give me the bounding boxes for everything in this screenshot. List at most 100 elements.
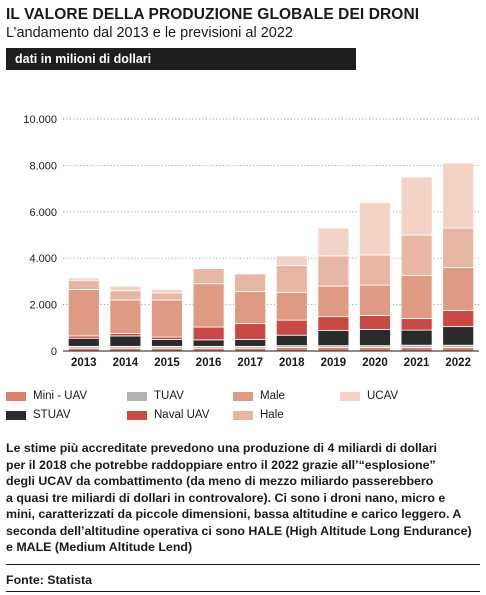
legend-swatch xyxy=(127,410,147,420)
bar-segment xyxy=(317,347,350,352)
x-tick-label: 2015 xyxy=(154,357,180,369)
bar-segment xyxy=(442,309,475,328)
x-tick-label: 2020 xyxy=(362,357,388,369)
description-line: seconda dell’altitudine operativa ci son… xyxy=(6,523,472,538)
y-tick-label: 0 xyxy=(51,346,57,358)
bar-segment xyxy=(442,227,475,268)
bar-segment xyxy=(151,289,183,294)
bar-segment xyxy=(109,299,142,335)
unit-label-bar: dati in milioni di dollari xyxy=(6,48,356,70)
source-note: Fonte: Statista xyxy=(6,573,93,587)
bar-segment xyxy=(359,284,391,316)
bar-segment xyxy=(67,279,100,290)
x-tick-label: 2019 xyxy=(321,357,347,369)
description-line: e MALE (Medium Altitude Lend) xyxy=(6,540,193,554)
legend-label: TUAV xyxy=(154,390,184,402)
bar-segment xyxy=(234,273,267,292)
bar-segment xyxy=(67,337,100,347)
bar-segment xyxy=(275,265,308,293)
legend-swatch xyxy=(6,391,26,401)
bar-segment xyxy=(400,318,433,331)
x-tick-label: 2013 xyxy=(71,357,97,369)
legend-label: UCAV xyxy=(367,390,399,402)
legend-swatch xyxy=(233,391,253,401)
y-tick-label: 10.000 xyxy=(23,114,57,126)
bar-segment xyxy=(67,289,100,337)
x-tick-label: 2016 xyxy=(196,357,222,369)
legend-item-mini-uav: Mini - UAV xyxy=(6,390,87,402)
legend-swatch xyxy=(340,391,360,401)
x-tick-label: 2014 xyxy=(113,357,139,369)
legend-item-hale: Hale xyxy=(233,409,284,421)
chart-subtitle: L’andamento dal 2013 e le previsioni al … xyxy=(6,25,293,41)
bar-segment xyxy=(67,277,100,281)
bar-segment xyxy=(192,283,225,328)
bar-segment xyxy=(359,329,391,347)
legend-label: STUAV xyxy=(33,409,71,421)
description-line: Le stime più accreditate prevedono una p… xyxy=(6,441,437,455)
description-text: Le stime più accreditate prevedono una p… xyxy=(6,440,480,556)
y-tick-label: 6.000 xyxy=(29,207,57,219)
chart-title: IL VALORE DELLA PRODUZIONE GLOBALE DEI D… xyxy=(6,6,420,23)
bar-segment xyxy=(400,329,433,346)
bar-segment xyxy=(317,255,350,287)
bar-segment xyxy=(400,234,433,276)
bar-segment xyxy=(400,275,433,319)
legend-swatch xyxy=(127,391,147,401)
bar-segment xyxy=(400,347,433,352)
bar-segment xyxy=(400,176,433,236)
bar-segment xyxy=(151,299,183,338)
divider xyxy=(6,591,480,592)
bar-segment xyxy=(275,319,308,336)
legend-label: Hale xyxy=(260,409,284,421)
legend-item-ucav: UCAV xyxy=(340,390,398,402)
legend-item-naval-uav: Naval UAV xyxy=(127,409,209,421)
bar-segment xyxy=(359,254,391,286)
description-line: per il 2018 che potrebbe raddoppiare ent… xyxy=(6,457,436,472)
legend-item-stuav: STUAV xyxy=(6,409,71,421)
bar-segment xyxy=(275,334,308,347)
legend-swatch xyxy=(233,410,253,420)
bar-segment xyxy=(234,338,267,347)
bar-segment xyxy=(275,255,308,267)
bar-segment xyxy=(109,335,142,347)
bar-segment xyxy=(192,339,225,347)
bar-segment xyxy=(317,285,350,318)
bar-segment xyxy=(442,267,475,311)
bar-segment xyxy=(109,285,142,292)
bar-segment xyxy=(317,316,350,331)
bar-segment xyxy=(359,202,391,256)
x-tick-label: 2022 xyxy=(445,357,471,369)
legend-item-male: Male xyxy=(233,390,285,402)
bar-segment xyxy=(151,292,183,301)
bar-segment xyxy=(275,291,308,321)
bar-segment xyxy=(234,323,267,340)
bar-segment xyxy=(275,347,308,352)
bar-segment xyxy=(317,330,350,347)
bar-segment xyxy=(151,338,183,347)
bar-segment xyxy=(442,326,475,346)
y-tick-label: 2.000 xyxy=(29,300,57,312)
description-line: a quasi tre miliardi di dollari in contr… xyxy=(6,490,446,505)
bar-segment xyxy=(234,290,267,325)
stacked-bar-chart: 0 2.000 4.000 6.000 8.000 10.000 2013 2014 2015 2… xyxy=(23,114,479,369)
bar-segment xyxy=(317,227,350,257)
bar-segment xyxy=(109,290,142,301)
y-tick-label: 4.000 xyxy=(29,253,57,265)
description-line: mini, caratterizzati da piccole dimensio… xyxy=(6,507,462,521)
legend-item-tuav: TUAV xyxy=(127,390,184,402)
bar-segment xyxy=(359,315,391,330)
y-tick-label: 8.000 xyxy=(29,160,57,172)
legend-label: Mini - UAV xyxy=(33,390,88,402)
bar-segment xyxy=(442,347,475,352)
bar-segment xyxy=(192,268,225,285)
legend-label: Male xyxy=(260,390,285,402)
legend-swatch xyxy=(6,410,26,420)
description-line: degli UCAV da combattimento (da meno di … xyxy=(6,474,434,488)
legend-label: Naval UAV xyxy=(154,409,210,421)
bar-segment xyxy=(192,326,225,341)
bar-segment xyxy=(442,162,475,229)
chart-legend: Mini - UAV STUAV TUAV Naval UAV Male Hal… xyxy=(6,388,476,428)
bar-segment xyxy=(359,347,391,352)
x-tick-label: 2021 xyxy=(404,357,430,369)
